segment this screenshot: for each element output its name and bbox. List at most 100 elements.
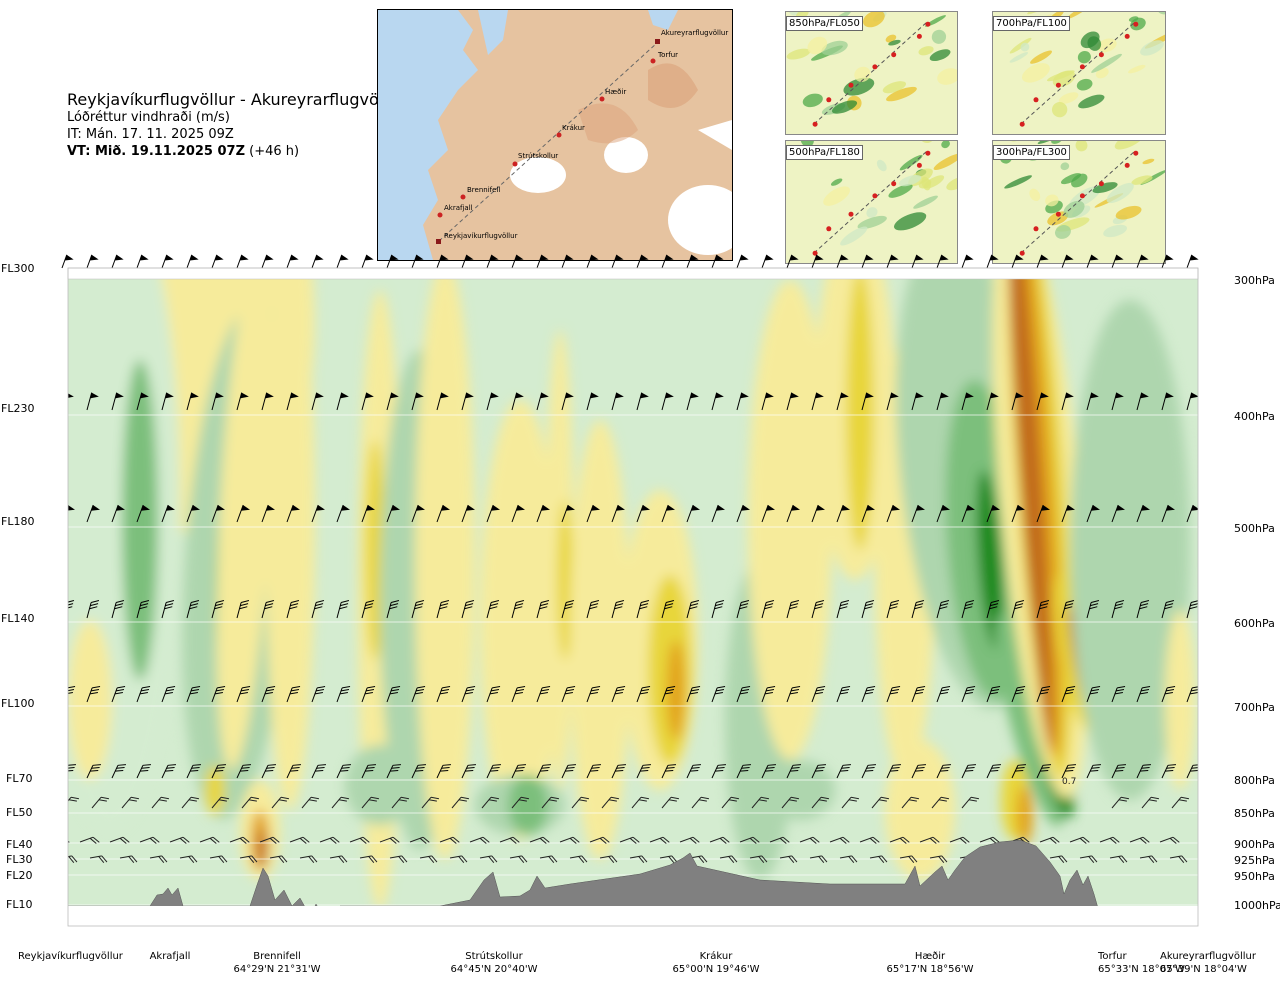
wind-barb (739, 836, 760, 844)
wind-barb (586, 254, 599, 269)
wind-barb (311, 686, 326, 703)
wind-barb (86, 764, 101, 779)
wind-barb (1086, 600, 1100, 619)
wind-barb (721, 796, 740, 809)
wind-barb (91, 796, 110, 809)
pressure-label: 700hPa (1234, 701, 1275, 714)
mini-map-field (1067, 12, 1093, 19)
wind-barb (1136, 686, 1151, 703)
wind-barb (761, 392, 774, 411)
wind-barb (611, 254, 624, 269)
wind-barb (561, 600, 575, 619)
mini-map-field (931, 29, 947, 44)
wind-barb (711, 764, 726, 779)
wind-barb (361, 600, 375, 619)
mini-map-route (1020, 150, 1136, 254)
fl-label: FL100 (1, 697, 35, 710)
wind-barb (436, 686, 451, 703)
wind-barb (736, 764, 751, 779)
wind-barb (361, 504, 375, 523)
wind-barb (186, 392, 199, 411)
wind-barb (361, 686, 376, 703)
wind-barb (1036, 686, 1051, 703)
mini-map-field (1055, 225, 1071, 239)
wind-barb (1011, 600, 1025, 619)
wind-barb (1161, 600, 1175, 619)
mini-map-field (800, 141, 814, 147)
mini-map-field (1009, 37, 1032, 54)
wind-barb (736, 392, 749, 411)
wind-barb (986, 764, 1001, 779)
wind-barb (861, 686, 876, 703)
wind-barb (561, 764, 576, 779)
wind-barb (901, 796, 920, 809)
wind-barb (686, 254, 699, 269)
wind-barb (1011, 686, 1026, 703)
mini-map-field (863, 12, 885, 28)
wind-barb (1111, 600, 1125, 619)
vv-region (265, 278, 315, 810)
map-point-haedir: Hæðir (605, 88, 627, 96)
wind-barb (461, 764, 476, 779)
wind-barb (211, 796, 230, 809)
location-name: Akureyrarflugvöllur (1160, 951, 1257, 962)
wind-barb (186, 764, 201, 779)
valid-time-lead: (+46 h) (249, 144, 300, 159)
wind-barb (89, 855, 108, 863)
wind-barb (361, 764, 376, 779)
vv-region (846, 278, 874, 550)
wind-barb (411, 504, 425, 523)
wind-barb (1061, 600, 1075, 619)
wind-barb (836, 392, 849, 411)
wind-barb (409, 836, 430, 844)
wind-barb (436, 600, 450, 619)
location-name: Hæðir (914, 951, 946, 962)
mini-map-field (1051, 102, 1068, 118)
location-label: Reykjavíkurflugvöllur (18, 950, 123, 963)
mini-map-field (866, 207, 878, 218)
mini-map-field (1080, 31, 1100, 49)
mini-map-field (854, 66, 871, 82)
wind-barb (961, 504, 975, 523)
wind-barb (1086, 504, 1100, 523)
mini-map-500: 500hPa/FL180 (785, 140, 958, 264)
mini-map-point (1079, 193, 1085, 199)
vv-region (365, 440, 385, 660)
wind-barb (236, 254, 249, 269)
wind-barb (361, 392, 374, 411)
mini-map-field (933, 153, 957, 170)
wind-barb (1111, 686, 1126, 703)
mini-map-300-label: 300hPa/FL300 (993, 145, 1070, 160)
wind-barb (911, 504, 925, 523)
wind-barb (386, 686, 401, 703)
mini-map-field (893, 212, 927, 231)
wind-barb (511, 600, 525, 619)
mini-map-field (929, 49, 951, 62)
wind-barb (911, 600, 925, 619)
wind-barb (586, 600, 600, 619)
wind-barb (961, 392, 974, 411)
mini-map-point (812, 121, 818, 127)
mini-map-field (1142, 158, 1155, 165)
location-label: Torfur 65°33'N 18°07'W (1098, 950, 1185, 976)
wind-barb (461, 504, 475, 523)
wind-barb (1161, 764, 1176, 779)
wind-barb (261, 392, 274, 411)
wind-barb (286, 392, 299, 411)
wind-barb (711, 254, 724, 269)
mini-map-field (1106, 182, 1134, 204)
mini-map-field (1060, 162, 1070, 171)
wind-barb (421, 796, 440, 809)
wind-barb (719, 855, 738, 863)
mini-map-field (1075, 141, 1088, 152)
mini-map-field (1045, 194, 1059, 207)
wind-barb (1061, 392, 1074, 411)
wind-barb (1136, 504, 1150, 523)
wind-barb (911, 686, 926, 703)
wind-barb (541, 796, 560, 809)
mini-map-base (993, 12, 1165, 134)
wind-barb (1086, 392, 1099, 411)
wind-barb (1186, 392, 1198, 411)
wind-barb (586, 764, 601, 779)
